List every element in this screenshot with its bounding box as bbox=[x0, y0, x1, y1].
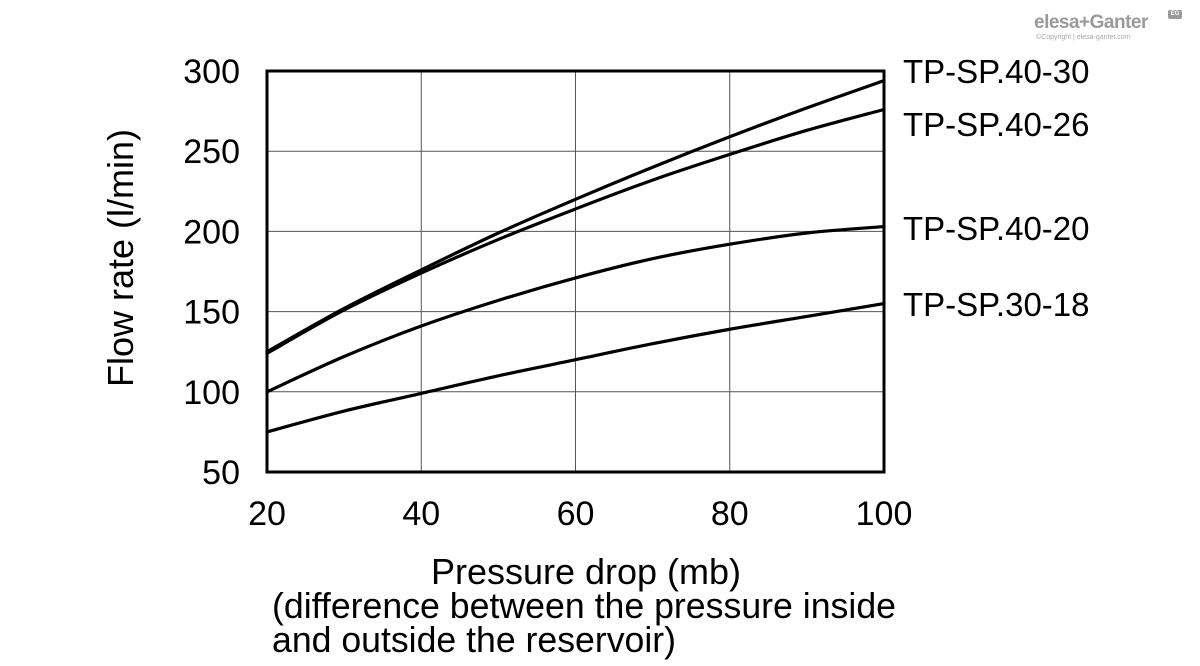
y-tick-label: 300 bbox=[183, 53, 240, 91]
series-line-tp-sp-30-18 bbox=[265, 301, 886, 434]
x-tick-label: 60 bbox=[557, 495, 595, 533]
series-label: TP-SP.40-30 bbox=[903, 53, 1090, 90]
logo-copyright-text: ©Copyright | elesa-ganter.com bbox=[1036, 34, 1131, 41]
x-tick-label: 100 bbox=[856, 495, 913, 533]
series-labels: TP-SP.40-30 TP-SP.40-26 TP-SP.40-20 TP-SP.3… bbox=[903, 53, 1090, 323]
series-label: TP-SP.40-20 bbox=[903, 210, 1090, 247]
grid-lines bbox=[267, 71, 884, 472]
y-tick-label: 50 bbox=[202, 454, 240, 492]
y-tick-label: 200 bbox=[183, 213, 240, 251]
plot-frame bbox=[265, 69, 886, 474]
logo-mark-icon: EG bbox=[1168, 10, 1182, 19]
x-tick-label: 40 bbox=[402, 495, 440, 533]
x-axis-note-line-1: (difference between the pressure inside bbox=[272, 585, 896, 626]
y-axis-title: Flow rate (l/min) bbox=[100, 129, 141, 387]
y-tick-label: 250 bbox=[183, 133, 240, 171]
x-tick-label: 20 bbox=[248, 495, 286, 533]
series-label: TP-SP.40-26 bbox=[903, 106, 1090, 143]
series-line-tp-sp-40-26 bbox=[265, 107, 886, 355]
y-tick-label: 150 bbox=[183, 294, 240, 332]
series-lines bbox=[265, 79, 886, 434]
series-line-tp-sp-40-20 bbox=[265, 224, 886, 394]
x-axis-note-line-2: and outside the reservoir) bbox=[272, 619, 676, 660]
x-tick-labels: 20 40 60 80 100 bbox=[248, 495, 912, 533]
x-tick-label: 80 bbox=[711, 495, 749, 533]
logo-brand-text: elesa+Ganter bbox=[1034, 12, 1148, 33]
y-tick-labels: 50 100 150 200 250 300 bbox=[183, 53, 240, 492]
series-label: TP-SP.30-18 bbox=[903, 286, 1090, 323]
brand-logo: elesa+Ganter ©Copyright | elesa-ganter.c… bbox=[1034, 10, 1184, 44]
x-axis-title: Pressure drop (mb) bbox=[431, 551, 741, 592]
y-tick-label: 100 bbox=[183, 374, 240, 412]
series-line-tp-sp-40-30 bbox=[265, 79, 886, 354]
